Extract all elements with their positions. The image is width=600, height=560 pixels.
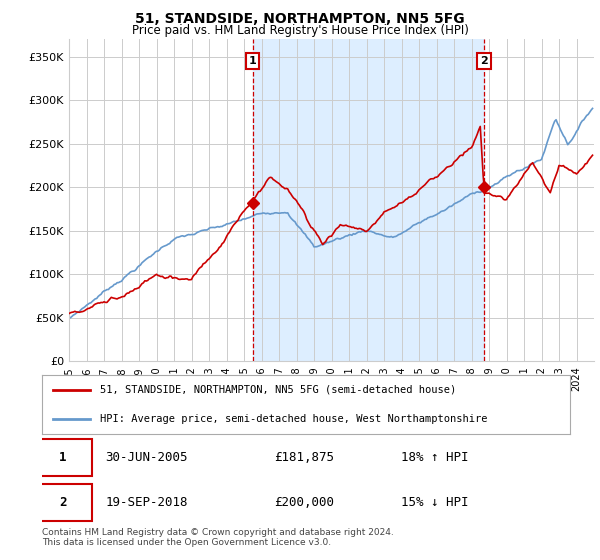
Text: HPI: Average price, semi-detached house, West Northamptonshire: HPI: Average price, semi-detached house,… <box>100 414 488 424</box>
Text: 30-JUN-2005: 30-JUN-2005 <box>106 451 188 464</box>
Text: 2: 2 <box>59 496 67 509</box>
FancyBboxPatch shape <box>34 440 92 476</box>
Text: 51, STANDSIDE, NORTHAMPTON, NN5 5FG: 51, STANDSIDE, NORTHAMPTON, NN5 5FG <box>135 12 465 26</box>
Text: 1: 1 <box>59 451 67 464</box>
FancyBboxPatch shape <box>34 484 92 521</box>
Text: Price paid vs. HM Land Registry's House Price Index (HPI): Price paid vs. HM Land Registry's House … <box>131 24 469 36</box>
Text: 51, STANDSIDE, NORTHAMPTON, NN5 5FG (semi-detached house): 51, STANDSIDE, NORTHAMPTON, NN5 5FG (sem… <box>100 385 457 395</box>
Bar <box>253 39 484 361</box>
Text: 18% ↑ HPI: 18% ↑ HPI <box>401 451 469 464</box>
Text: £181,875: £181,875 <box>274 451 334 464</box>
Text: 15% ↓ HPI: 15% ↓ HPI <box>401 496 469 509</box>
Text: 1: 1 <box>249 56 257 66</box>
Text: Contains HM Land Registry data © Crown copyright and database right 2024.
This d: Contains HM Land Registry data © Crown c… <box>42 528 394 547</box>
Text: 2: 2 <box>480 56 488 66</box>
Text: £200,000: £200,000 <box>274 496 334 509</box>
Text: 19-SEP-2018: 19-SEP-2018 <box>106 496 188 509</box>
